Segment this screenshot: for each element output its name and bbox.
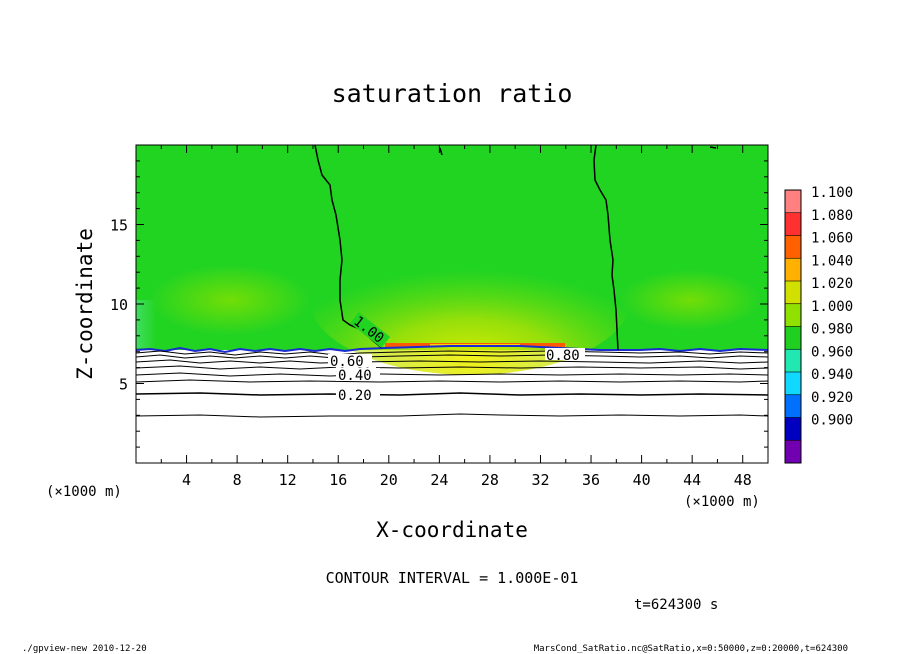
colorbar-swatch — [785, 394, 801, 418]
colorbar-label: 0.980 — [811, 322, 853, 338]
x-unit-right: (×1000 m) — [684, 494, 760, 510]
x-tick-label: 36 — [582, 471, 600, 489]
colorbar-label: 0.960 — [811, 344, 853, 360]
contour-label-bg-040b — [336, 368, 380, 381]
x-tick-label: 4 — [182, 471, 191, 489]
y-tick-label: 15 — [110, 217, 128, 235]
y-axis-ticks: 5 10 15 — [110, 160, 768, 448]
contour-fleck-b — [709, 146, 717, 149]
x-axis-ticks: 4 8 12 16 20 24 28 32 36 40 44 48 — [160, 145, 752, 489]
colorbar-label: 1.020 — [811, 276, 853, 292]
x-tick-label: 44 — [683, 471, 701, 489]
x-tick-label: 48 — [734, 471, 752, 489]
lime-patch-right — [620, 270, 760, 330]
contour-label-bg-060b — [328, 354, 372, 366]
contour-0-50 — [136, 372, 768, 377]
contour-0-90 — [136, 350, 768, 356]
colorbar-label: 1.040 — [811, 253, 853, 269]
contour-interval-text: CONTOUR INTERVAL = 1.000E-01 — [326, 569, 579, 587]
edge-glow-left — [136, 300, 156, 348]
colorbar-label: 1.080 — [811, 208, 853, 224]
contour-label-0-80-right: 0.80 — [546, 348, 580, 364]
colorbar-swatch — [785, 417, 801, 441]
y-axis-label: Z-coordinate — [73, 228, 97, 380]
contour-label-bg-100 — [349, 312, 391, 348]
contour-0-30 — [136, 392, 768, 396]
colorbar-swatch — [785, 440, 801, 464]
x-tick-label: 12 — [279, 471, 297, 489]
contour-label-0-20: 0.20 — [338, 388, 372, 404]
contour-label-bg-040 — [336, 387, 380, 401]
x-tick-label: 16 — [329, 471, 347, 489]
contour-label-bg-080r — [545, 348, 585, 360]
x-unit-left: (×1000 m) — [46, 484, 122, 500]
lime-patch-left — [150, 265, 310, 335]
colorbar-label: 0.920 — [811, 390, 853, 406]
contour-0-80 — [136, 354, 768, 359]
y-tick-label: 10 — [110, 296, 128, 314]
contour-0-10 — [136, 413, 768, 418]
colorbar-swatch — [785, 372, 801, 396]
contour-label-0-40-visible: 0.40 — [338, 368, 372, 384]
contour-0-70 — [136, 359, 768, 364]
footer-left: ./gpview-new 2010-12-20 — [22, 644, 147, 654]
colorbar-label: 1.100 — [811, 185, 853, 201]
contour-fleck-a — [439, 147, 443, 156]
warm-region — [310, 225, 630, 375]
x-tick-label: 24 — [430, 471, 448, 489]
contour-0-40 — [136, 379, 768, 383]
colorbar-swatch — [785, 349, 801, 373]
colorbar-label: 0.940 — [811, 367, 853, 383]
contour-0-60 — [136, 365, 768, 370]
x-axis-label: X-coordinate — [376, 518, 528, 542]
boundary-blue — [136, 345, 768, 354]
chart-title: saturation ratio — [332, 79, 573, 108]
colorbar-label: 1.060 — [811, 231, 853, 247]
colorbar-swatch — [785, 326, 801, 350]
colorbar-swatch — [785, 190, 801, 214]
contour-1-00-right — [593, 145, 619, 351]
time-text: t=624300 s — [634, 597, 718, 613]
x-tick-label: 28 — [481, 471, 499, 489]
contour-label-0-60-visible: 0.60 — [330, 354, 364, 370]
colorbar-swatch — [785, 258, 801, 282]
colorbar-label: 0.900 — [811, 413, 853, 429]
colorbar-label: 1.000 — [811, 299, 853, 315]
colorbar-swatch — [785, 212, 801, 236]
footer-right: MarsCond_SatRatio.nc@SatRatio,x=0:50000,… — [534, 644, 848, 654]
colorbar-swatch — [785, 303, 801, 327]
x-tick-label: 40 — [633, 471, 651, 489]
x-tick-label: 20 — [380, 471, 398, 489]
x-tick-label: 32 — [531, 471, 549, 489]
plot-area: 1.00 0.80 0.80 0.60 0.40 0.20 — [136, 145, 768, 463]
x-tick-label: 8 — [233, 471, 242, 489]
y-tick-label: 5 — [119, 376, 128, 394]
colorbar: 1.100 1.080 1.060 1.040 1.020 1.000 0.980 0.960… — [784, 185, 853, 464]
colorbar-swatch — [785, 281, 801, 305]
colorbar-swatch — [785, 235, 801, 259]
